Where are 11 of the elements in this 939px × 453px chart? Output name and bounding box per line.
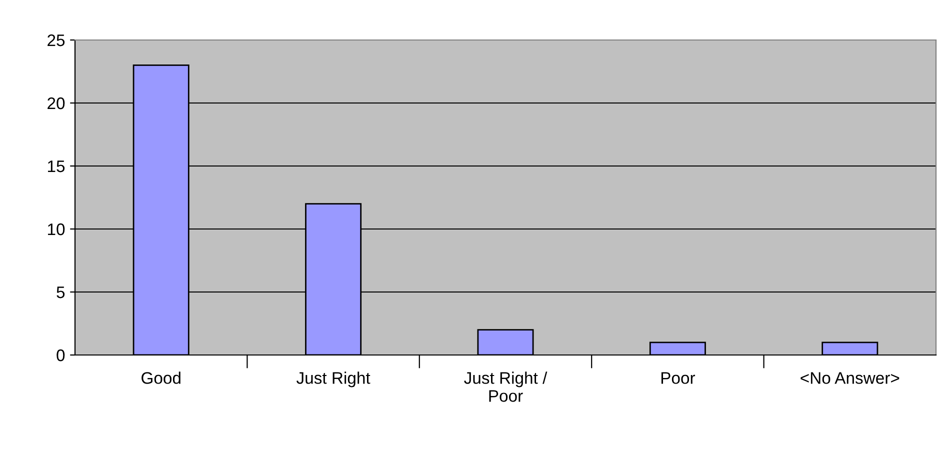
x-tick-label: Good <box>142 372 180 384</box>
y-tick-label: 0 <box>56 349 65 362</box>
y-tick-label: 10 <box>48 223 65 236</box>
y-tick-label: 25 <box>48 34 65 46</box>
x-tick-label: Just Right / Poor <box>464 372 548 402</box>
y-tick-label: 20 <box>48 97 65 110</box>
x-tick-label: <No Answer> <box>800 372 900 384</box>
y-tick-label: 5 <box>56 286 65 298</box>
y-tick-label: 15 <box>48 160 65 172</box>
x-tick-label: Poor <box>661 372 696 384</box>
x-tick-label: Just Right <box>296 372 370 388</box>
